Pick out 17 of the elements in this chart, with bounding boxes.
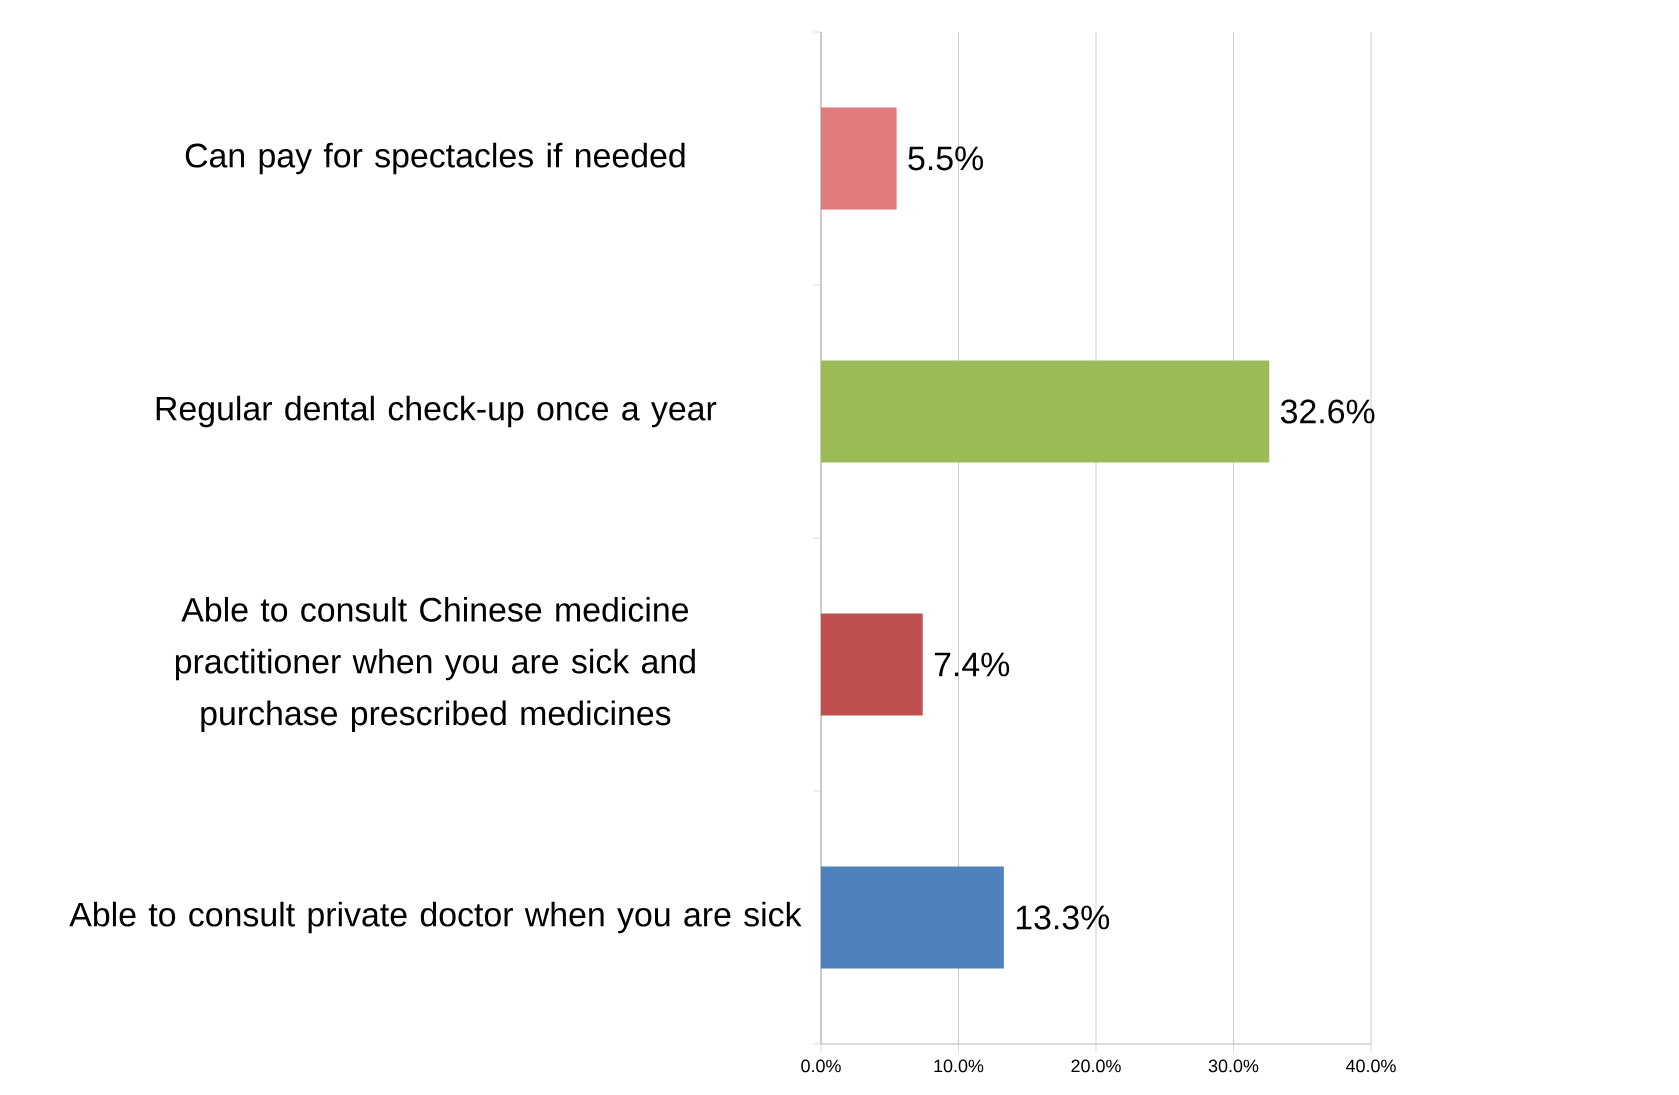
x-tick-label: 0.0% xyxy=(801,1059,841,1073)
data-label: 13.3% xyxy=(1016,905,1110,930)
x-tick-label: 20.0% xyxy=(1071,1059,1121,1073)
x-tick-label: 30.0% xyxy=(1208,1059,1259,1073)
x-tick-label: 40.0% xyxy=(1345,1059,1396,1073)
bar xyxy=(820,360,1270,463)
data-label: 7.4% xyxy=(934,652,1010,677)
bar xyxy=(820,613,923,716)
data-label: 5.5% xyxy=(908,146,983,171)
y-tick-label: Able to consult private doctor when you are sick xyxy=(69,901,802,934)
y-tick-label: Able to consult Chinese medicine practitioner when you are sick and purchase prescribed medicines xyxy=(175,596,695,733)
x-tick-label: 10.0% xyxy=(934,1059,984,1073)
y-tick-label: Regular dental check-up once a year xyxy=(156,395,717,428)
data-label: 32.6% xyxy=(1280,399,1375,424)
bar xyxy=(820,107,897,210)
bar xyxy=(820,866,1004,969)
y-tick-label: Can pay for spectacles if needed xyxy=(185,142,685,175)
